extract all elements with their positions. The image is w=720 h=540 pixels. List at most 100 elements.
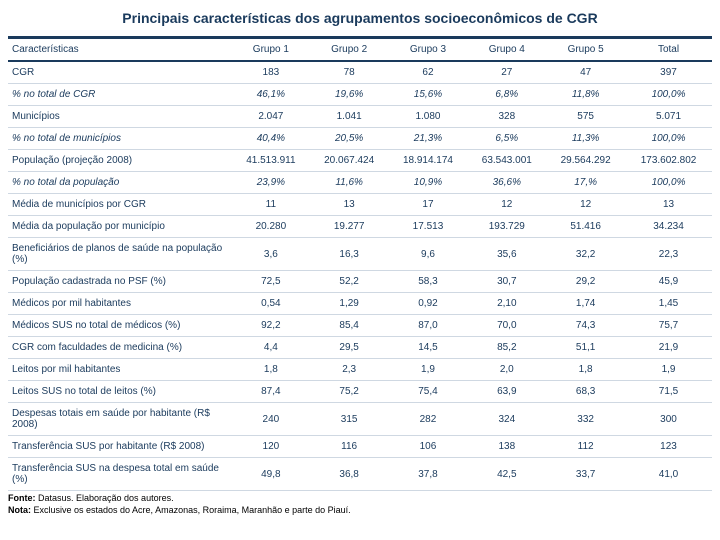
table-cell: 19,6% <box>310 84 389 106</box>
table-row: Médicos SUS no total de médicos (%)92,28… <box>8 315 712 337</box>
table-cell: 78 <box>310 61 389 84</box>
table-row: Leitos por mil habitantes1,82,31,92,01,8… <box>8 359 712 381</box>
table-cell: População cadastrada no PSF (%) <box>8 271 232 293</box>
table-cell: 123 <box>625 436 712 458</box>
table-cell: 49,8 <box>232 458 310 491</box>
table-row: Média de municípios por CGR111317121213 <box>8 194 712 216</box>
fonte-label: Fonte: <box>8 493 36 503</box>
table-cell: 3,6 <box>232 238 310 271</box>
table-cell: 17 <box>389 194 468 216</box>
table-cell: 30,7 <box>467 271 546 293</box>
table-cell: 37,8 <box>389 458 468 491</box>
table-cell: 51.416 <box>546 216 625 238</box>
table-cell: 1.080 <box>389 106 468 128</box>
table-cell: 70,0 <box>467 315 546 337</box>
table-cell: 74,3 <box>546 315 625 337</box>
table-row: Municípios2.0471.0411.0803285755.071 <box>8 106 712 128</box>
table-cell: 87,0 <box>389 315 468 337</box>
table-cell: 41,0 <box>625 458 712 491</box>
table-cell: 47 <box>546 61 625 84</box>
table-body: CGR18378622747397% no total de CGR46,1%1… <box>8 61 712 491</box>
table-cell: Média da população por município <box>8 216 232 238</box>
table-cell: 11,8% <box>546 84 625 106</box>
table-cell: Transferência SUS na despesa total em sa… <box>8 458 232 491</box>
col-0: Características <box>8 38 232 62</box>
table-cell: 397 <box>625 61 712 84</box>
table-cell: 46,1% <box>232 84 310 106</box>
table-cell: 45,9 <box>625 271 712 293</box>
table-cell: 1.041 <box>310 106 389 128</box>
table-cell: Beneficiários de planos de saúde na popu… <box>8 238 232 271</box>
table-row: % no total de CGR46,1%19,6%15,6%6,8%11,8… <box>8 84 712 106</box>
table-cell: Transferência SUS por habitante (R$ 2008… <box>8 436 232 458</box>
footnote: Fonte: Datasus. Elaboração dos autores. … <box>8 493 712 516</box>
table-cell: 20.280 <box>232 216 310 238</box>
table-cell: 41.513.911 <box>232 150 310 172</box>
table-cell: 40,4% <box>232 128 310 150</box>
table-cell: 1,8 <box>232 359 310 381</box>
table-cell: 328 <box>467 106 546 128</box>
table-cell: 75,7 <box>625 315 712 337</box>
table-cell: 15,6% <box>389 84 468 106</box>
table-row: Transferência SUS por habitante (R$ 2008… <box>8 436 712 458</box>
col-5: Grupo 5 <box>546 38 625 62</box>
table-cell: CGR <box>8 61 232 84</box>
table-cell: 63,9 <box>467 381 546 403</box>
table-cell: 51,1 <box>546 337 625 359</box>
table-cell: 22,3 <box>625 238 712 271</box>
table-row: População cadastrada no PSF (%)72,552,25… <box>8 271 712 293</box>
table-cell: 6,5% <box>467 128 546 150</box>
table-row: Leitos SUS no total de leitos (%)87,475,… <box>8 381 712 403</box>
table-cell: 5.071 <box>625 106 712 128</box>
table-cell: 2,10 <box>467 293 546 315</box>
table-cell: 173.602.802 <box>625 150 712 172</box>
table-cell: Médicos por mil habitantes <box>8 293 232 315</box>
table-cell: 112 <box>546 436 625 458</box>
table-cell: % no total da população <box>8 172 232 194</box>
table-cell: 32,2 <box>546 238 625 271</box>
table-row: Beneficiários de planos de saúde na popu… <box>8 238 712 271</box>
table-cell: 4,4 <box>232 337 310 359</box>
table-cell: 315 <box>310 403 389 436</box>
col-1: Grupo 1 <box>232 38 310 62</box>
table-cell: 62 <box>389 61 468 84</box>
table-cell: 42,5 <box>467 458 546 491</box>
table-cell: % no total de CGR <box>8 84 232 106</box>
table-cell: 100,0% <box>625 84 712 106</box>
table-row: % no total da população23,9%11,6%10,9%36… <box>8 172 712 194</box>
data-table: Características Grupo 1 Grupo 2 Grupo 3 … <box>8 36 712 491</box>
table-cell: 13 <box>310 194 389 216</box>
table-cell: 2,3 <box>310 359 389 381</box>
table-cell: 12 <box>546 194 625 216</box>
table-cell: 58,3 <box>389 271 468 293</box>
nota-label: Nota: <box>8 505 31 515</box>
nota-text: Exclusive os estados do Acre, Amazonas, … <box>31 505 351 515</box>
col-3: Grupo 3 <box>389 38 468 62</box>
table-cell: Municípios <box>8 106 232 128</box>
table-cell: 14,5 <box>389 337 468 359</box>
table-cell: População (projeção 2008) <box>8 150 232 172</box>
table-row: % no total de municípios40,4%20,5%21,3%6… <box>8 128 712 150</box>
col-2: Grupo 2 <box>310 38 389 62</box>
table-cell: 75,2 <box>310 381 389 403</box>
table-cell: 2.047 <box>232 106 310 128</box>
table-cell: 29,5 <box>310 337 389 359</box>
table-cell: 36,8 <box>310 458 389 491</box>
table-cell: 300 <box>625 403 712 436</box>
table-cell: 17,% <box>546 172 625 194</box>
table-cell: 282 <box>389 403 468 436</box>
table-cell: 29,2 <box>546 271 625 293</box>
table-header: Características Grupo 1 Grupo 2 Grupo 3 … <box>8 38 712 62</box>
table-cell: 63.543.001 <box>467 150 546 172</box>
table-row: CGR18378622747397 <box>8 61 712 84</box>
table-cell: 71,5 <box>625 381 712 403</box>
col-4: Grupo 4 <box>467 38 546 62</box>
table-cell: 12 <box>467 194 546 216</box>
table-cell: 68,3 <box>546 381 625 403</box>
table-cell: Médicos SUS no total de médicos (%) <box>8 315 232 337</box>
table-cell: Leitos SUS no total de leitos (%) <box>8 381 232 403</box>
table-cell: 11 <box>232 194 310 216</box>
table-cell: 85,2 <box>467 337 546 359</box>
table-cell: 21,9 <box>625 337 712 359</box>
table-cell: 240 <box>232 403 310 436</box>
